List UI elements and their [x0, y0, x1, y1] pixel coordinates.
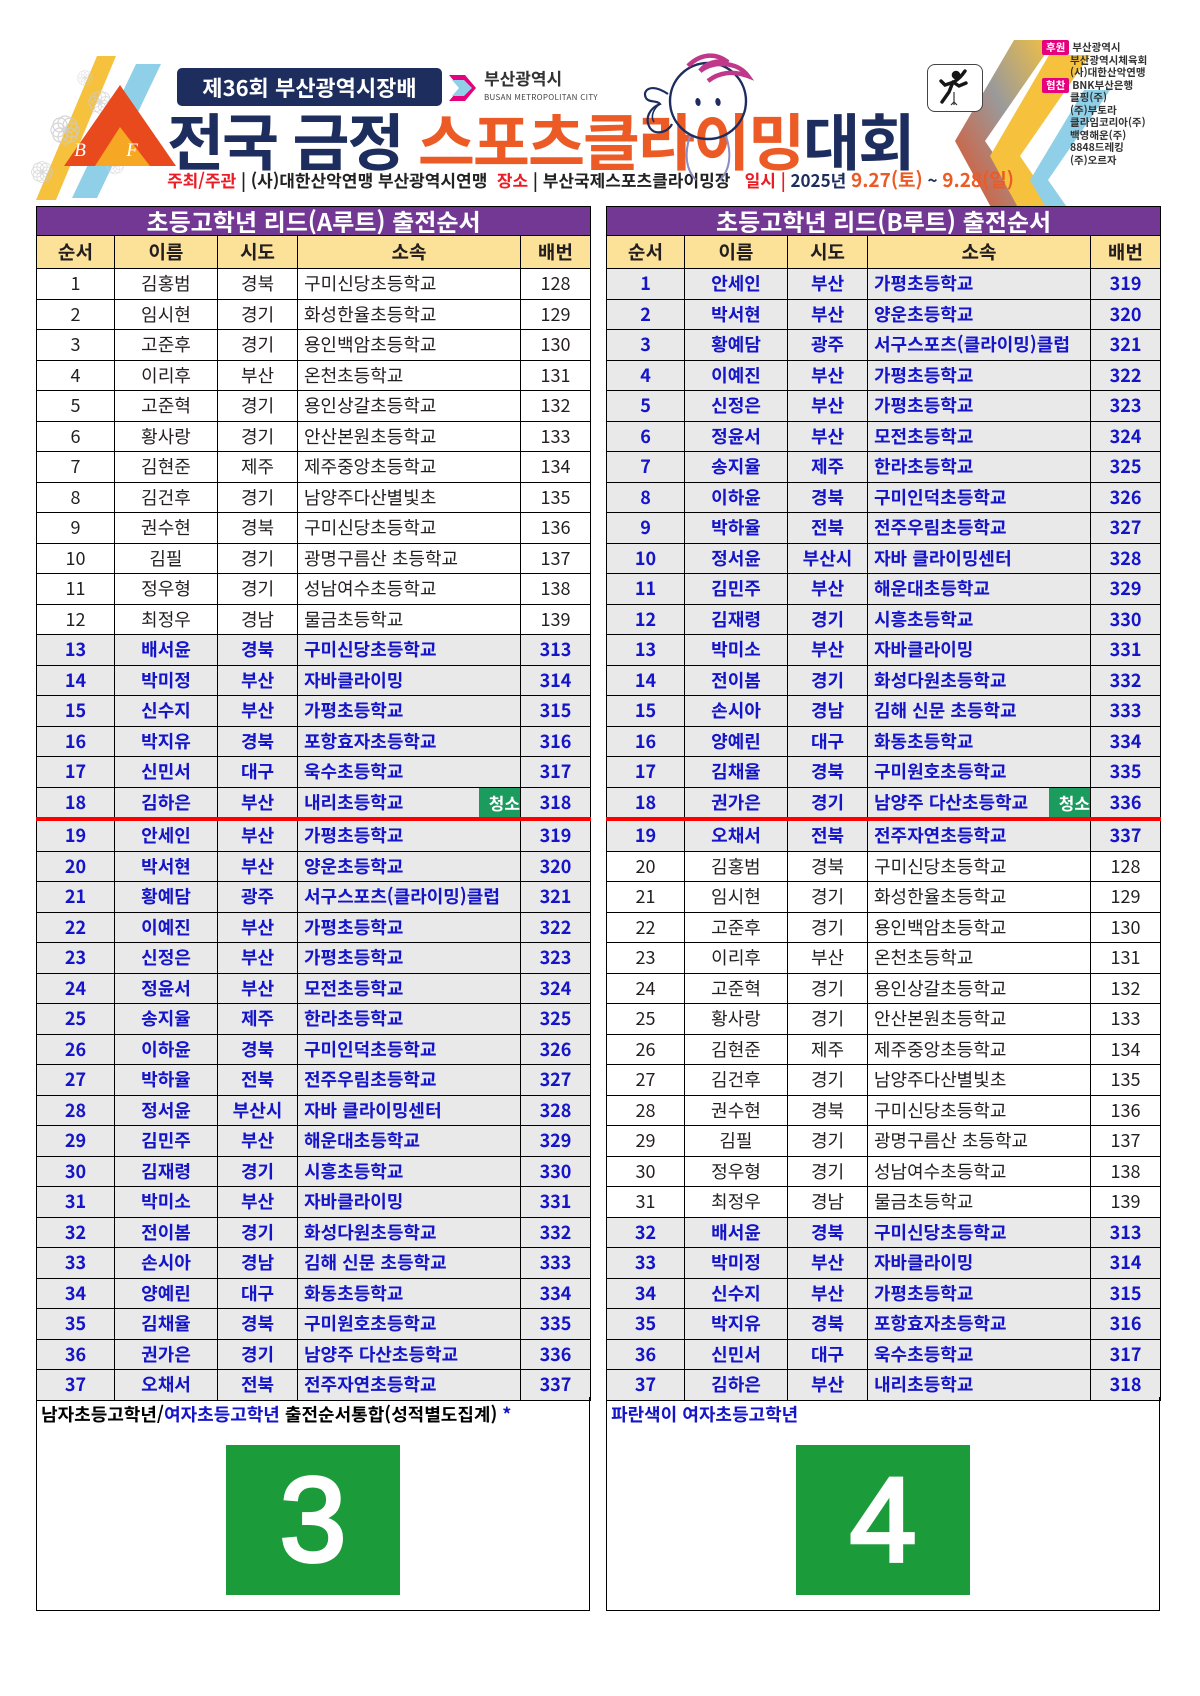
svg-text:B: B	[74, 140, 86, 161]
svg-text:F: F	[125, 140, 138, 161]
